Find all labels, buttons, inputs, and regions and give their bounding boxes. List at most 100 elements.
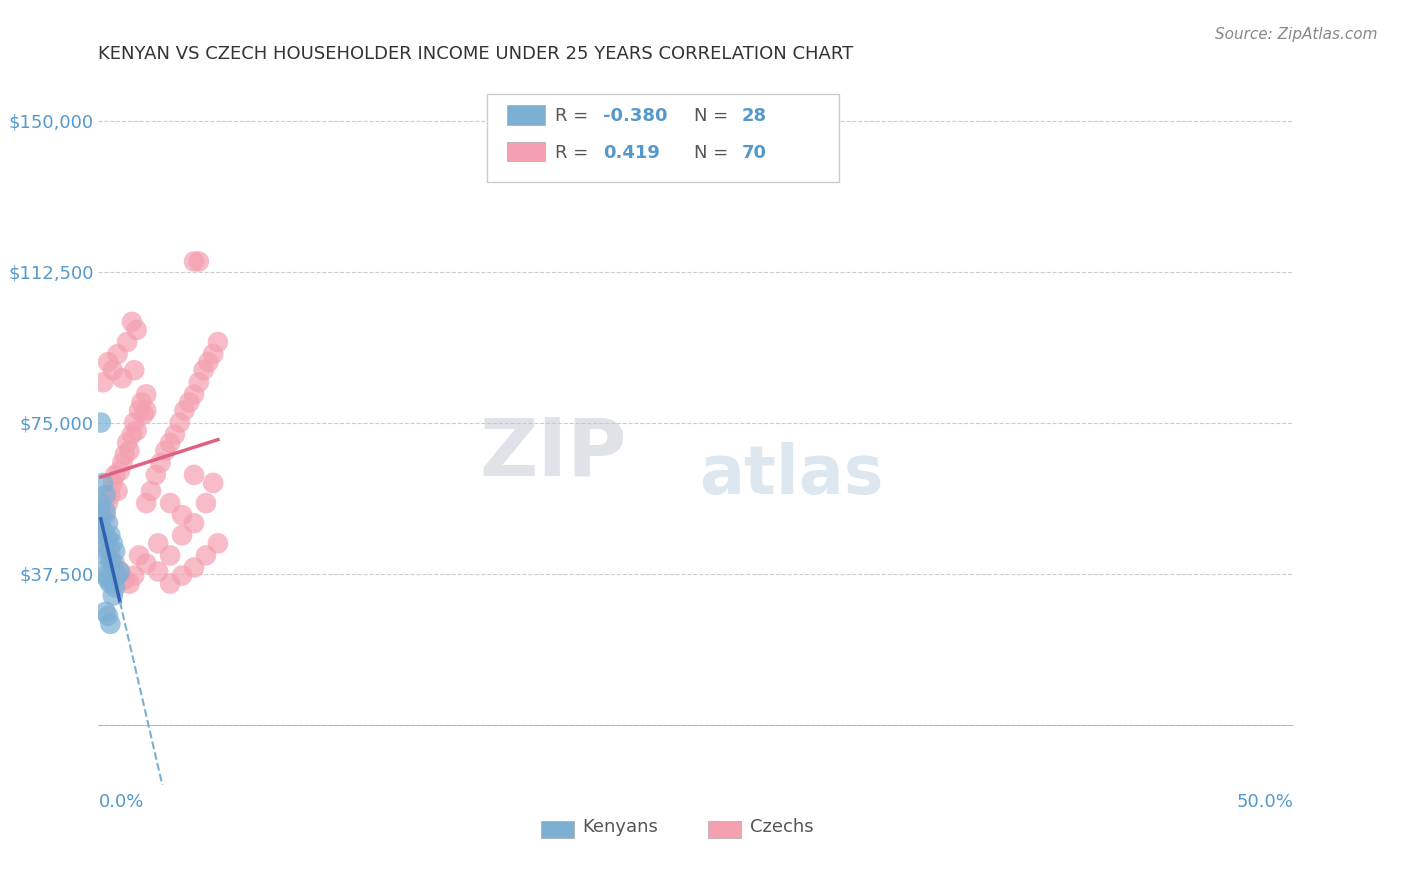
Text: -0.380: -0.380 xyxy=(603,107,668,125)
Point xyxy=(114,448,136,462)
Point xyxy=(97,355,120,369)
Text: R =: R = xyxy=(555,144,593,161)
Point xyxy=(111,371,134,385)
Point xyxy=(163,427,186,442)
Point xyxy=(104,467,127,482)
Point xyxy=(195,549,218,563)
Point xyxy=(149,456,172,470)
Point xyxy=(172,508,194,523)
Point xyxy=(187,376,209,390)
Text: ZIP: ZIP xyxy=(479,415,626,492)
Point xyxy=(125,424,148,438)
Point xyxy=(101,536,124,550)
Point xyxy=(128,549,150,563)
FancyBboxPatch shape xyxy=(541,821,574,838)
Point xyxy=(94,508,117,523)
Point xyxy=(207,334,229,349)
Point xyxy=(193,363,215,377)
Point xyxy=(183,387,205,401)
Text: Kenyans: Kenyans xyxy=(582,818,658,836)
Point xyxy=(195,496,218,510)
Point xyxy=(197,355,219,369)
Point xyxy=(115,334,138,349)
Text: 50.0%: 50.0% xyxy=(1237,793,1294,811)
Point xyxy=(90,520,112,534)
Point xyxy=(172,568,194,582)
Text: N =: N = xyxy=(693,144,734,161)
Point xyxy=(124,568,146,582)
Point xyxy=(90,516,112,531)
Point xyxy=(101,557,124,571)
Point xyxy=(101,589,124,603)
Point xyxy=(104,544,127,558)
Point xyxy=(94,568,117,582)
Point xyxy=(94,549,117,563)
Text: KENYAN VS CZECH HOUSEHOLDER INCOME UNDER 25 YEARS CORRELATION CHART: KENYAN VS CZECH HOUSEHOLDER INCOME UNDER… xyxy=(98,45,853,63)
Point xyxy=(124,363,146,377)
Text: atlas: atlas xyxy=(699,442,884,508)
Point xyxy=(125,323,148,337)
Point xyxy=(207,536,229,550)
Point xyxy=(91,475,114,490)
Point xyxy=(148,536,170,550)
Text: 28: 28 xyxy=(741,107,766,125)
Point xyxy=(128,403,150,417)
Point xyxy=(108,565,131,579)
Point xyxy=(101,363,124,377)
Point xyxy=(115,435,138,450)
Point xyxy=(173,403,195,417)
FancyBboxPatch shape xyxy=(508,142,546,161)
Point xyxy=(98,544,122,558)
Point xyxy=(108,565,131,579)
Text: 70: 70 xyxy=(741,144,766,161)
Text: Czechs: Czechs xyxy=(749,818,814,836)
Text: Source: ZipAtlas.com: Source: ZipAtlas.com xyxy=(1215,27,1378,42)
Point xyxy=(107,483,129,498)
Point xyxy=(187,254,209,268)
Text: R =: R = xyxy=(555,107,593,125)
Point xyxy=(118,443,141,458)
Point xyxy=(98,576,122,591)
Point xyxy=(183,467,205,482)
Point xyxy=(118,576,141,591)
Point xyxy=(183,254,205,268)
Point xyxy=(108,464,131,478)
Point xyxy=(91,565,114,579)
Point xyxy=(107,568,129,582)
Point xyxy=(104,581,127,595)
Point xyxy=(111,456,134,470)
Point xyxy=(169,416,191,430)
Point xyxy=(97,496,120,510)
Point xyxy=(97,533,120,547)
Point xyxy=(202,475,225,490)
Point xyxy=(91,541,114,555)
Point xyxy=(94,488,117,502)
Point xyxy=(148,565,170,579)
Point xyxy=(98,552,122,566)
Point xyxy=(159,435,181,450)
Point xyxy=(107,347,129,361)
Point xyxy=(121,427,143,442)
Point xyxy=(139,483,162,498)
FancyBboxPatch shape xyxy=(508,105,546,125)
Point xyxy=(135,496,157,510)
Text: N =: N = xyxy=(693,107,734,125)
Point xyxy=(114,573,136,587)
Point xyxy=(202,347,225,361)
Point xyxy=(183,560,205,574)
Point xyxy=(159,496,181,510)
Point xyxy=(97,573,120,587)
Point xyxy=(145,467,167,482)
Point xyxy=(98,488,122,502)
Point xyxy=(101,475,124,490)
Point xyxy=(183,516,205,531)
Point xyxy=(91,524,114,539)
Point xyxy=(159,576,181,591)
Point xyxy=(90,416,112,430)
Point xyxy=(135,403,157,417)
FancyBboxPatch shape xyxy=(486,95,839,183)
Point xyxy=(90,496,112,510)
Point xyxy=(104,557,127,571)
Point xyxy=(135,557,157,571)
Point xyxy=(98,616,122,631)
